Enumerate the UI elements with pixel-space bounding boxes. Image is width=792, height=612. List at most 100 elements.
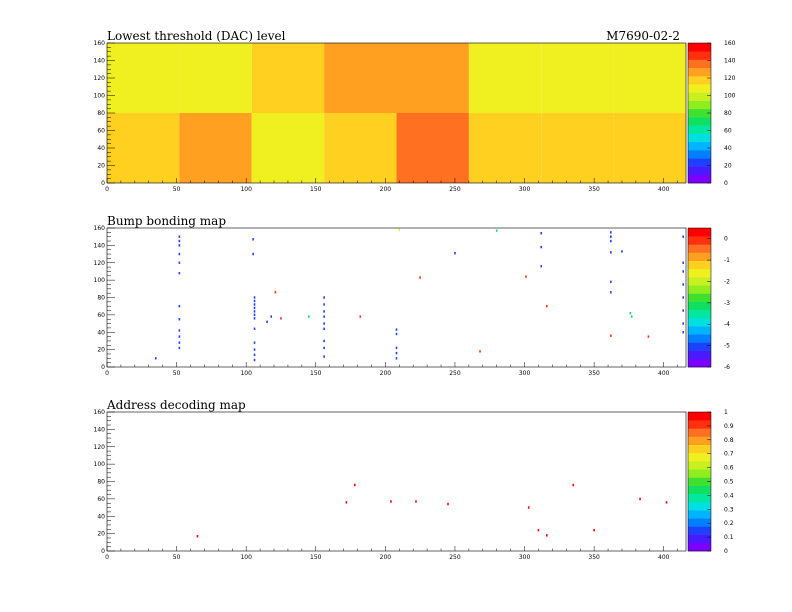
palette-swatch <box>688 260 711 270</box>
data-point <box>540 245 543 249</box>
data-point <box>682 235 685 238</box>
palette-swatch <box>688 92 711 101</box>
palette-swatch <box>688 461 711 470</box>
data-point <box>323 327 325 330</box>
heatmap-cell <box>468 43 542 113</box>
heatmap-cell <box>613 43 686 113</box>
data-point <box>253 317 256 320</box>
palette-swatch <box>688 510 711 519</box>
x-tick-label: 50 <box>173 370 181 377</box>
palette-tick-label: 120 <box>724 75 736 82</box>
threshold-panel-title: Lowest threshold (DAC) level <box>107 29 286 43</box>
address-scatter <box>107 412 686 551</box>
palette-swatch <box>688 436 711 446</box>
data-point <box>395 357 398 360</box>
x-tick-label: 200 <box>380 370 392 377</box>
y-tick-label: 0 <box>101 364 105 371</box>
data-point <box>390 500 392 503</box>
x-tick-label: 0 <box>105 186 109 193</box>
data-point <box>253 358 256 362</box>
y-tick-label: 120 <box>94 444 106 451</box>
x-tick-label: 250 <box>449 186 461 193</box>
data-point <box>610 280 612 284</box>
data-point <box>415 500 417 503</box>
data-point <box>398 228 401 231</box>
palette-frame <box>687 227 712 368</box>
y-tick-label: 60 <box>97 496 105 503</box>
address-panel-title: Address decoding map <box>106 398 246 412</box>
heatmap-cell <box>251 43 325 113</box>
palette-swatch <box>688 309 711 319</box>
x-tick-label: 100 <box>240 370 252 377</box>
data-point <box>395 328 398 331</box>
palette-swatch <box>688 469 711 478</box>
palette-swatch <box>688 228 711 237</box>
data-point <box>682 322 685 325</box>
x-tick-label: 400 <box>658 370 670 377</box>
palette-swatch <box>688 59 711 69</box>
y-tick-label: 140 <box>94 58 106 65</box>
x-tick-label: 200 <box>380 186 392 193</box>
data-point <box>253 313 256 317</box>
data-point <box>454 251 456 255</box>
palette-swatch <box>688 244 711 253</box>
y-tick-label: 20 <box>97 163 105 170</box>
data-point <box>253 296 256 299</box>
y-tick-label: 160 <box>94 409 106 416</box>
plot-background <box>107 228 686 367</box>
data-point <box>345 501 348 504</box>
palette-swatch <box>688 166 711 176</box>
palette-tick-label: 0 <box>724 548 728 555</box>
data-point <box>610 235 612 238</box>
x-tick-label: 250 <box>449 554 461 561</box>
data-point <box>253 303 256 306</box>
data-point <box>252 238 254 241</box>
data-point <box>196 535 199 538</box>
palette-swatch <box>688 236 711 245</box>
palette-tick-label: 0.3 <box>724 506 734 513</box>
palette-tick-label: 0.4 <box>724 492 734 499</box>
palette-tick-label: 0.6 <box>724 465 734 472</box>
palette-swatch <box>688 542 711 552</box>
palette-tick-label: 0.8 <box>724 437 734 444</box>
x-tick-label: 300 <box>519 554 531 561</box>
palette-tick-label: 60 <box>724 128 732 135</box>
data-point <box>280 317 282 320</box>
x-tick-label: 300 <box>519 370 531 377</box>
palette-tick-label: 40 <box>724 145 732 152</box>
y-tick-label: 100 <box>94 277 106 284</box>
data-point <box>253 306 256 310</box>
palette-swatch <box>688 326 711 335</box>
palette-tick-label: 0.2 <box>724 520 734 527</box>
x-tick-label: 250 <box>449 370 461 377</box>
x-tick-label: 50 <box>173 554 181 561</box>
palette-swatch <box>688 358 711 368</box>
palette-swatch <box>688 158 711 167</box>
x-tick-label: 0 <box>105 554 109 561</box>
heatmap-cell <box>468 113 542 183</box>
bump-panel: Bump bonding map 0 50 100 150 200 250 300 350 40… <box>94 214 731 377</box>
palette-swatch <box>688 141 711 151</box>
data-point <box>253 327 256 330</box>
bump-palette: 0 -1 -2 -3 -4 -5 -6 <box>687 227 730 371</box>
y-tick-label: 40 <box>97 145 105 152</box>
data-point <box>323 346 325 350</box>
address-panel: Address decoding map 0 50 100 150 200 250 300 3… <box>94 398 734 561</box>
heatmap-cell <box>396 113 469 183</box>
address-axes: 0 50 100 150 200 250 300 350 400 0 20 40 60 80 100 120 1… <box>94 409 687 561</box>
palette-tick-label: 0 <box>724 180 728 187</box>
palette-swatch <box>688 174 711 184</box>
data-point <box>178 252 181 256</box>
data-point <box>270 315 273 318</box>
palette-tick-label: 0.7 <box>724 451 734 458</box>
y-tick-label: 120 <box>94 260 106 267</box>
palette-swatch <box>688 493 711 503</box>
heatmap-cell <box>324 43 397 113</box>
data-point <box>610 239 612 243</box>
x-tick-label: 300 <box>519 186 531 193</box>
x-tick-label: 350 <box>588 370 600 377</box>
data-point <box>323 339 325 343</box>
palette-swatch <box>688 412 711 421</box>
palette-swatch <box>688 84 711 93</box>
